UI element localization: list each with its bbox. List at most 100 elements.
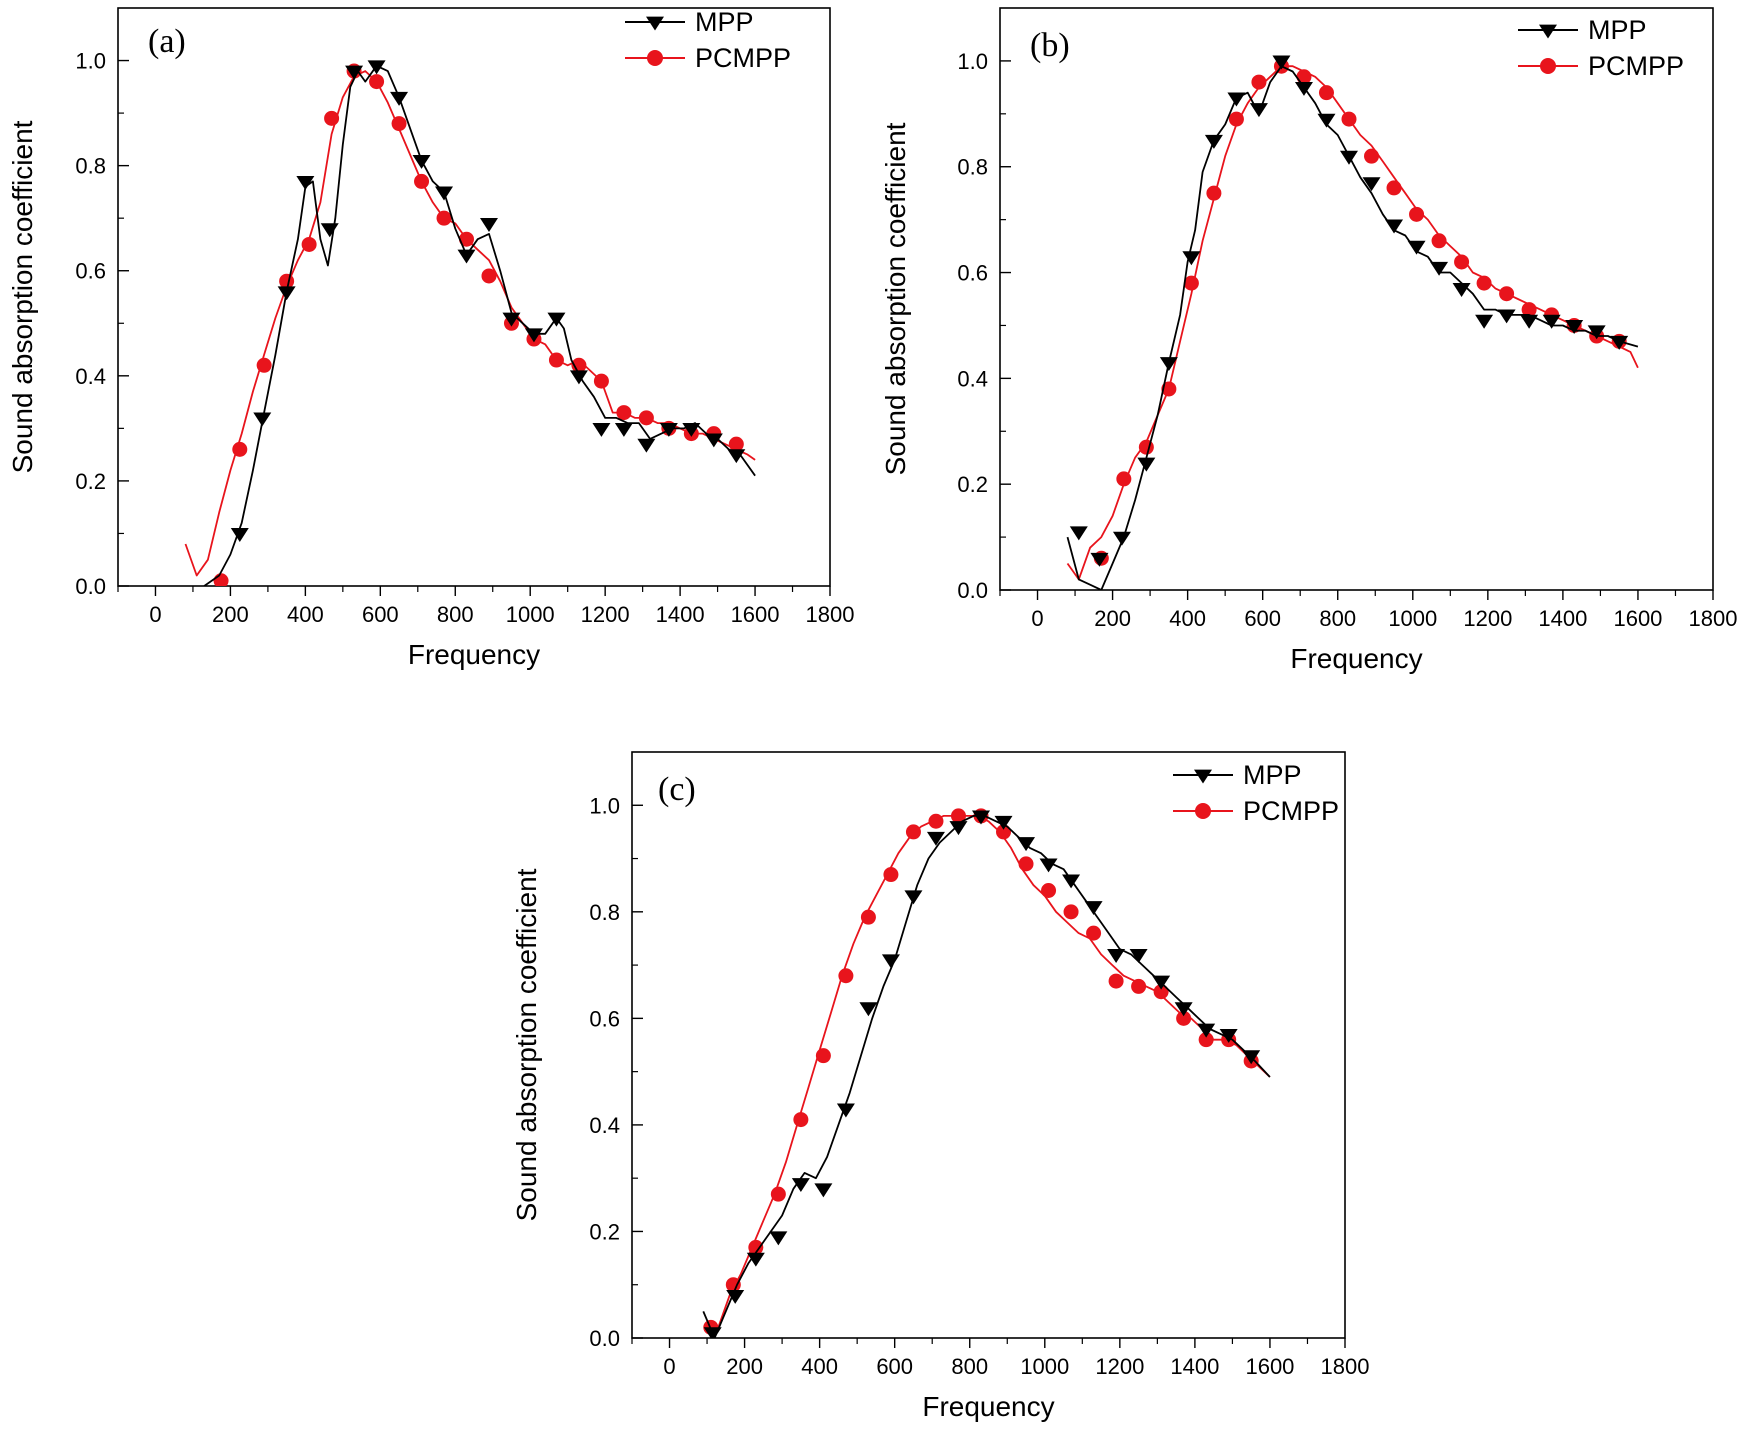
data-point-mpp bbox=[1227, 92, 1246, 107]
legend: MPP PCMPP bbox=[625, 7, 791, 73]
x-axis-label: Frequency bbox=[408, 639, 540, 670]
x-tick-label: 400 bbox=[287, 602, 324, 627]
data-point-mpp bbox=[1039, 858, 1058, 873]
data-point-mpp bbox=[524, 328, 543, 343]
data-point-pcmpp bbox=[996, 824, 1012, 840]
data-point-mpp bbox=[320, 223, 339, 238]
x-tick-label: 1800 bbox=[1689, 606, 1738, 631]
series-line-pcmpp bbox=[707, 815, 1271, 1329]
x-tick-label: 1800 bbox=[1321, 1354, 1370, 1379]
data-point-mpp bbox=[412, 154, 431, 169]
x-tick-label: 600 bbox=[876, 1354, 913, 1379]
data-point-mpp bbox=[1407, 240, 1426, 255]
x-tick-label: 0 bbox=[1031, 606, 1043, 631]
legend-marker-pcmpp bbox=[1540, 58, 1556, 74]
x-tick-label: 1400 bbox=[1170, 1354, 1219, 1379]
series-mpp bbox=[702, 810, 1271, 1338]
data-point-mpp bbox=[971, 810, 990, 825]
data-point-pcmpp bbox=[1318, 85, 1334, 101]
data-point-pcmpp bbox=[1138, 439, 1154, 455]
data-point-mpp bbox=[1174, 1002, 1193, 1017]
data-point-pcmpp bbox=[301, 236, 317, 252]
data-point-mpp bbox=[1152, 975, 1171, 990]
data-point-mpp bbox=[994, 815, 1013, 830]
data-point-mpp bbox=[859, 1002, 878, 1017]
data-point-pcmpp bbox=[1386, 180, 1402, 196]
data-point-mpp bbox=[1385, 219, 1404, 234]
data-point-mpp bbox=[1112, 531, 1131, 546]
data-point-pcmpp bbox=[324, 110, 340, 126]
data-point-pcmpp bbox=[950, 808, 966, 824]
y-tick-label: 0.2 bbox=[589, 1219, 620, 1244]
data-point-mpp bbox=[682, 422, 701, 437]
data-point-pcmpp bbox=[1499, 286, 1515, 302]
data-point-mpp bbox=[1475, 314, 1494, 329]
chart-panel-c: 0.0 0.2 0.4 0.6 0.8 1.0 0 200 400 600 800 1000 1200 1… bbox=[511, 751, 1370, 1422]
x-tick-label: 0 bbox=[663, 1354, 675, 1379]
x-tick-label: 600 bbox=[1244, 606, 1281, 631]
data-point-pcmpp bbox=[838, 968, 854, 984]
series-mpp bbox=[1066, 55, 1639, 590]
x-axis: 0 200 400 600 800 1000 1200 1400 1600 1800 bbox=[631, 1338, 1370, 1379]
y-tick-label: 0.8 bbox=[75, 154, 106, 179]
data-point-mpp bbox=[1430, 261, 1449, 276]
data-point-mpp bbox=[703, 1327, 722, 1338]
plot-frame bbox=[999, 7, 1714, 591]
data-point-pcmpp bbox=[571, 357, 587, 373]
data-point-mpp bbox=[726, 1289, 745, 1304]
series-pcmpp bbox=[703, 808, 1271, 1335]
panel-label: (a) bbox=[148, 23, 186, 60]
legend-marker-mpp bbox=[646, 16, 664, 31]
y-tick-label: 0.0 bbox=[75, 574, 106, 599]
data-point-pcmpp bbox=[391, 116, 407, 132]
data-point-mpp bbox=[704, 433, 723, 448]
data-point-pcmpp bbox=[1228, 111, 1244, 127]
x-tick-label: 1800 bbox=[806, 602, 855, 627]
x-tick-label: 800 bbox=[437, 602, 474, 627]
legend-label-pcmpp: PCMPP bbox=[1243, 796, 1339, 826]
data-point-pcmpp bbox=[1206, 185, 1222, 201]
data-point-mpp bbox=[881, 954, 900, 969]
y-tick-label: 1.0 bbox=[75, 49, 106, 74]
legend-marker-pcmpp bbox=[647, 50, 663, 66]
x-tick-label: 400 bbox=[801, 1354, 838, 1379]
data-point-pcmpp bbox=[1041, 883, 1057, 899]
legend-label-mpp: MPP bbox=[1588, 15, 1647, 45]
data-point-pcmpp bbox=[1476, 275, 1492, 291]
x-tick-label: 1000 bbox=[506, 602, 555, 627]
data-point-mpp bbox=[435, 186, 454, 201]
data-point-mpp bbox=[1129, 949, 1148, 963]
data-point-pcmpp bbox=[593, 373, 609, 389]
data-point-mpp bbox=[253, 412, 272, 427]
data-point-mpp bbox=[1204, 134, 1223, 149]
data-point-pcmpp bbox=[369, 74, 385, 90]
data-point-mpp bbox=[949, 821, 968, 836]
y-tick-label: 0.2 bbox=[75, 469, 106, 494]
y-axis-label: Sound absorption coefficient bbox=[511, 868, 542, 1221]
data-point-pcmpp bbox=[883, 867, 899, 883]
data-point-pcmpp bbox=[256, 357, 272, 373]
x-tick-label: 0 bbox=[149, 602, 161, 627]
x-tick-label: 1000 bbox=[1388, 606, 1437, 631]
y-tick-label: 0.8 bbox=[957, 155, 988, 180]
data-point-pcmpp bbox=[1251, 74, 1267, 90]
data-point-pcmpp bbox=[414, 173, 430, 189]
data-point-mpp bbox=[1069, 526, 1088, 541]
plot-frame bbox=[631, 751, 1346, 1339]
data-point-mpp bbox=[230, 528, 249, 543]
series-line-mpp bbox=[203, 64, 756, 586]
x-axis-label: Frequency bbox=[1290, 643, 1422, 674]
data-point-mpp bbox=[1017, 837, 1036, 852]
x-axis-label: Frequency bbox=[922, 1391, 1054, 1422]
data-point-mpp bbox=[1242, 1050, 1261, 1065]
legend: MPP PCMPP bbox=[1173, 760, 1339, 826]
data-point-mpp bbox=[637, 438, 656, 453]
y-tick-label: 0.8 bbox=[589, 900, 620, 925]
x-tick-label: 1400 bbox=[1538, 606, 1587, 631]
legend-label-pcmpp: PCMPP bbox=[1588, 51, 1684, 81]
legend-marker-mpp bbox=[1539, 24, 1557, 39]
x-tick-label: 1400 bbox=[656, 602, 705, 627]
data-point-mpp bbox=[614, 422, 633, 437]
data-point-pcmpp bbox=[928, 813, 944, 829]
y-tick-label: 0.4 bbox=[589, 1113, 620, 1138]
